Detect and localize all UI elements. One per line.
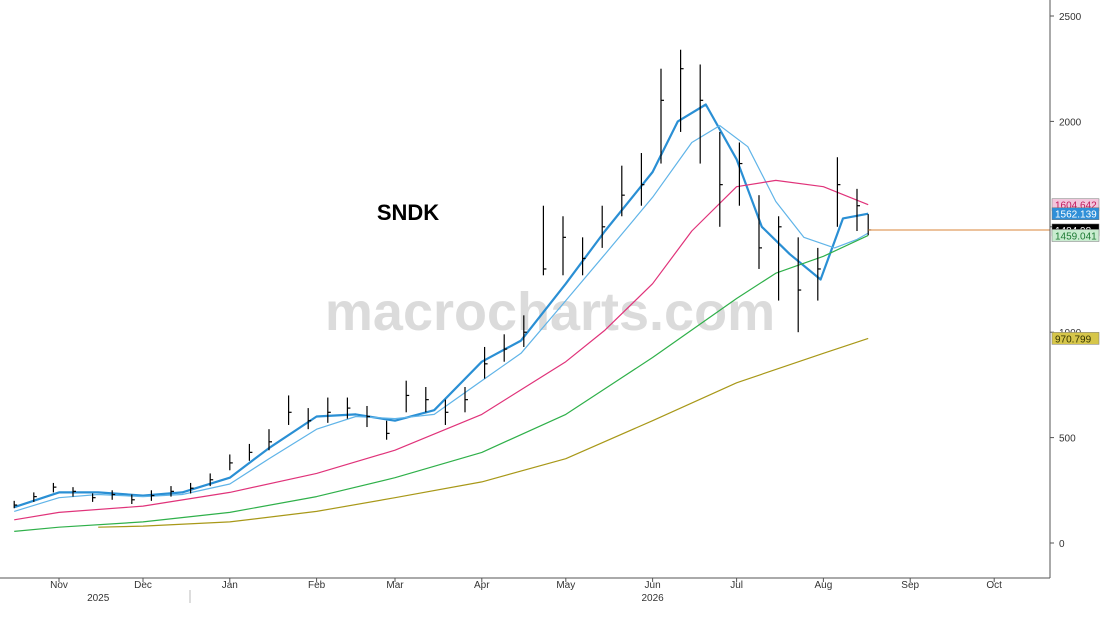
price-bar [817,247,821,301]
price-bar [867,214,872,236]
value-badge-label: 1604.642 [1055,201,1097,212]
price-bar [542,205,547,276]
price-bar [13,500,18,509]
price-bar [640,153,645,206]
series-line-1 [13,103,869,509]
watermark-text: macrocharts.com [325,282,775,342]
x-year-label: 2025 [87,593,110,604]
x-tick-label: Mar [386,580,404,591]
price-bar [327,397,331,423]
price-bar [503,334,508,362]
price-bar [777,216,782,301]
chart-title: SNDK [377,200,439,225]
x-tick-label: Aug [815,580,833,591]
price-bar [248,443,253,461]
x-tick-label: Jun [645,580,661,591]
price-bar [601,205,606,248]
y-tick-label: 500 [1059,434,1076,445]
price-bar [307,408,312,430]
price-bar [346,397,351,419]
price-bar [856,188,860,232]
series-line-4 [14,234,869,532]
watermark-layer: macrocharts.com [325,282,775,342]
x-year-label: 2026 [641,593,664,604]
value-badge-label: 1459.041 [1055,231,1097,242]
price-bar [229,454,233,471]
price-bar [719,131,723,227]
price-bar [405,380,410,413]
price-bar [150,490,155,501]
price-bar [425,387,429,413]
price-bar [562,216,566,276]
price-bar [190,482,194,494]
price-bar [366,405,370,428]
price-bar [111,490,116,500]
y-tick-label: 0 [1059,539,1065,550]
price-bar [288,395,292,425]
price-bar [52,482,57,493]
value-badge-label: 1562.139 [1055,210,1097,221]
price-bar [464,387,468,413]
x-tick-label: Sep [901,580,919,591]
value-badge: 970.799 [1051,332,1100,345]
x-tick-label: Jan [222,580,238,591]
price-bar [484,346,488,379]
price-bar [72,487,76,497]
price-bar [91,493,96,502]
price-bar [268,429,272,451]
y-tick-label: 2000 [1059,117,1082,128]
price-bar [660,68,664,164]
moving-average-layer [13,103,869,532]
price-bar [444,399,449,425]
price-bars-layer [13,49,872,509]
x-tick-label: Feb [308,580,326,591]
price-bar [386,420,390,440]
series-line-5 [98,337,869,528]
series-line-3 [14,179,869,521]
price-bar [836,157,841,227]
price-bar [679,49,684,132]
price-bar [581,237,586,276]
price-bar [797,237,802,333]
price-bar [621,165,625,217]
x-tick-label: Dec [134,580,152,591]
value-badge: 1562.139 [1051,207,1100,221]
x-tick-label: Apr [474,580,490,591]
y-tick-label: 2500 [1059,12,1082,23]
price-bar [209,473,214,487]
value-badge-label: 970.799 [1055,334,1092,345]
price-bar [33,492,37,502]
x-tick-label: Nov [50,580,68,591]
x-tick-label: May [556,580,575,591]
price-bar [758,195,762,269]
price-bar [738,142,743,206]
x-tick-label: Oct [986,580,1002,591]
value-badge: 1459.041 [1051,229,1100,242]
price-bar [131,494,135,505]
x-tick-label: Jul [730,580,743,591]
price-bar [699,64,704,164]
title-layer: SNDK [377,200,439,225]
series-line-2 [14,124,869,512]
price-bar [523,315,527,347]
price-bar [170,486,174,497]
